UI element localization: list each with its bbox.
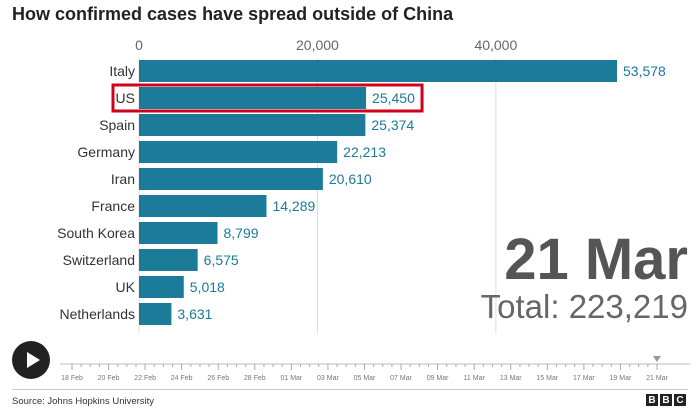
logo-letter-2: B	[660, 394, 672, 406]
bar-france	[139, 195, 267, 217]
timeline-label-2[interactable]: 22 Feb	[134, 375, 156, 382]
category-label-5: France	[91, 198, 135, 214]
timeline-label-15[interactable]: 19 Mar	[610, 375, 632, 382]
timeline-handle[interactable]	[653, 356, 661, 362]
timeline-label-14[interactable]: 17 Mar	[573, 375, 595, 382]
value-label-2: 25,374	[371, 117, 414, 133]
bbc-logo: B B C	[646, 394, 686, 406]
highlight-box	[111, 83, 424, 113]
value-label-0: 53,578	[623, 63, 666, 79]
value-label-1: 25,450	[372, 90, 415, 106]
timeline-label-9[interactable]: 07 Mar	[390, 375, 412, 382]
value-label-5: 14,289	[272, 198, 315, 214]
category-label-4: Iran	[111, 171, 135, 187]
timeline-label-5[interactable]: 28 Feb	[244, 375, 266, 382]
timeline-label-16[interactable]: 21 Mar	[646, 375, 668, 382]
logo-letter-3: C	[674, 394, 686, 406]
x-tick-label-1: 20,000	[296, 37, 339, 53]
chart-title: How confirmed cases have spread outside …	[12, 4, 454, 24]
x-tick-label-2: 40,000	[474, 37, 517, 53]
timeline-label-1[interactable]: 20 Feb	[98, 375, 120, 382]
value-label-8: 5,018	[190, 279, 225, 295]
category-label-7: Switzerland	[63, 252, 135, 268]
value-label-4: 20,610	[329, 171, 372, 187]
bar-spain	[139, 114, 366, 136]
timeline-label-12[interactable]: 13 Mar	[500, 375, 522, 382]
bar-iran	[139, 168, 323, 190]
timeline-label-4[interactable]: 26 Feb	[207, 375, 229, 382]
bar-uk	[139, 276, 184, 298]
bar-netherlands	[139, 303, 172, 325]
value-label-3: 22,213	[343, 144, 386, 160]
category-label-8: UK	[116, 279, 136, 295]
category-label-2: Spain	[99, 117, 135, 133]
total-label: Total:	[480, 288, 560, 325]
total-value: 223,219	[568, 288, 688, 325]
total-display: Total: 223,219	[481, 288, 688, 326]
timeline-label-0[interactable]: 18 Feb	[61, 375, 83, 382]
value-label-6: 8,799	[224, 225, 259, 241]
timeline-label-13[interactable]: 15 Mar	[536, 375, 558, 382]
footer-divider	[12, 389, 688, 390]
value-label-7: 6,575	[204, 252, 239, 268]
timeline-label-8[interactable]: 05 Mar	[354, 375, 376, 382]
play-button[interactable]	[12, 341, 50, 379]
timeline-slider[interactable]: 18 Feb 20 Feb 22 Feb 24 Feb 26 Feb 28 Feb 01 M…	[0, 352, 700, 392]
category-label-3: Germany	[77, 144, 135, 160]
bar-south-korea	[139, 222, 218, 244]
bar-germany	[139, 141, 338, 163]
timeline-label-7[interactable]: 03 Mar	[317, 375, 339, 382]
timeline-label-6[interactable]: 01 Mar	[280, 375, 302, 382]
x-tick-label-0: 0	[135, 37, 143, 53]
timeline-label-10[interactable]: 09 Mar	[427, 375, 449, 382]
category-label-1: US	[116, 90, 135, 106]
value-label-9: 3,631	[177, 306, 212, 322]
category-label-9: Netherlands	[60, 306, 136, 322]
logo-letter-1: B	[646, 394, 658, 406]
category-label-6: South Korea	[57, 225, 135, 241]
category-label-0: Italy	[109, 63, 135, 79]
date-label: 21 Mar	[504, 227, 688, 292]
play-icon	[26, 352, 40, 368]
bar-italy	[139, 60, 617, 82]
bar-us	[139, 87, 367, 109]
timeline-label-3[interactable]: 24 Feb	[171, 375, 193, 382]
bar-chart: 0 20,000 40,000 Italy 53,578 US 25,450 Spain 25,…	[57, 37, 666, 334]
bar-switzerland	[139, 249, 198, 271]
source-note: Source: Johns Hopkins University	[12, 396, 155, 407]
timeline-label-11[interactable]: 11 Mar	[464, 375, 486, 382]
